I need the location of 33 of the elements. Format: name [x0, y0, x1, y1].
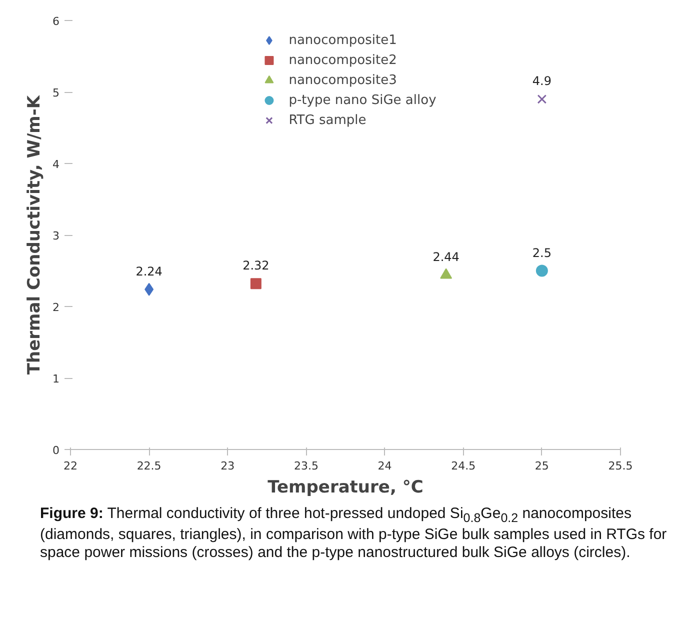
point: [536, 264, 548, 277]
y-tick-label: 4: [52, 158, 60, 171]
data-label: 4.9: [532, 74, 552, 88]
data-label: 2.24: [136, 264, 162, 278]
x-tick-label: 25.5: [608, 460, 633, 472]
y-tick-label: 3: [52, 230, 60, 242]
x-tick-label: 24.5: [451, 460, 476, 472]
point: [250, 278, 262, 290]
y-tick-label: 1: [52, 372, 60, 386]
legend-label: nanocomposite1: [288, 32, 397, 49]
x-tick-label: 23: [220, 460, 235, 472]
x-tick-label: 22: [64, 460, 78, 472]
legend-label: RTG sample: [288, 112, 366, 129]
x-tick-label: 24: [378, 460, 392, 472]
y-axis-title: Thermal Conductivity, W/m-K: [24, 94, 44, 375]
point: [537, 94, 547, 104]
legend-label: nanocomposite3: [288, 72, 397, 89]
y-tick-label: 6: [52, 15, 60, 28]
data-label: 2.44: [432, 250, 460, 264]
x-tick-label: 23.5: [294, 460, 318, 472]
y-tick-label: 5: [52, 86, 60, 100]
y-tick-label: 0: [52, 444, 60, 457]
x-tick-label: 22.5: [136, 460, 162, 472]
caption: Figure 9: Thermal conductivity of three hot-pressed undoped Si$_{0.8}$Ge$_{0.2}$ nanocomposites (diamonds, squares, triangles), in comparison with p-type SiGe bulk samples used in RTGs for space power missions (crosses) and the p-type nanostructured bulk SiGe alloys (circles).: [40, 505, 668, 562]
y-tick-label: 2: [52, 301, 60, 314]
x-tick-label: 25: [534, 460, 549, 472]
point: [144, 282, 154, 296]
x-axis-title: Temperature, °C: [268, 478, 424, 498]
data-label: 2.32: [242, 258, 270, 273]
legend-label: nanocomposite2: [288, 52, 397, 69]
data-label: 2.5: [532, 246, 552, 260]
point: [440, 268, 452, 279]
legend-label: p-type nano SiGe alloy: [288, 92, 436, 109]
